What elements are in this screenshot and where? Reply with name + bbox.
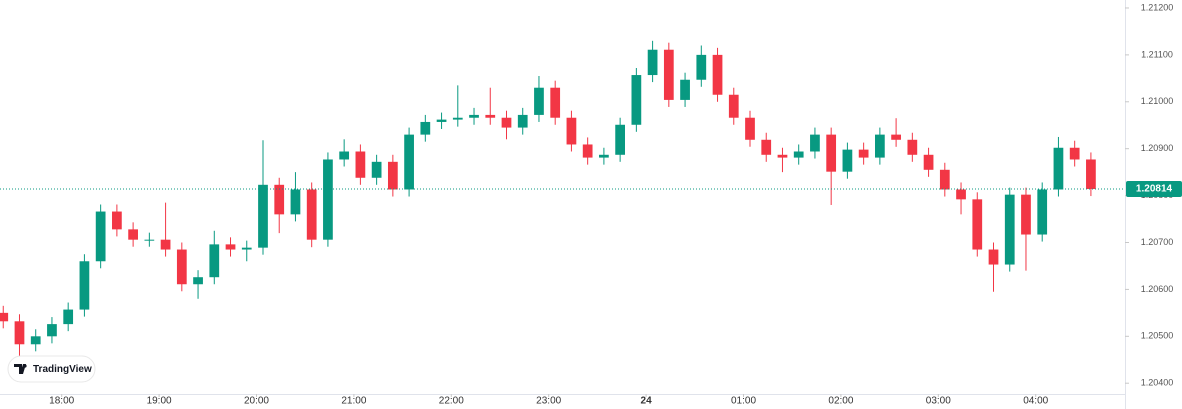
candle-body [875,134,885,158]
x-tick-label: 22:00 [439,396,464,407]
logo-icon [14,364,26,374]
candle-body [647,49,658,76]
y-tick-label: 1.20900 [1141,143,1174,153]
x-tick-label: 18:00 [49,396,74,407]
candle-body [680,79,690,100]
x-tick-label: 02:00 [828,396,853,407]
candle-body [696,54,707,80]
candle-body [209,244,220,278]
x-tick-label: 01:00 [731,396,756,407]
candle-body [582,144,593,158]
y-tick-label: 1.20600 [1141,284,1174,294]
candle-body [534,87,544,115]
candle-body [274,184,285,215]
y-tick-label: 1.21200 [1141,2,1174,12]
candle-body [1021,194,1031,235]
candle-body [826,134,837,172]
candle-body [631,75,642,125]
candle-body [907,139,918,155]
y-tick-label: 1.20500 [1141,331,1174,341]
candle-body [0,312,9,322]
candle-body [306,189,317,240]
candle-body [728,94,739,118]
candle-body [469,114,479,118]
x-tick-label: 03:00 [926,396,951,407]
candle-body [1069,147,1080,160]
candle-body [128,229,138,240]
logo-badge[interactable] [7,355,96,383]
candle-body [550,87,561,118]
candle-body [144,239,155,241]
last-price-label: 1.20814 [1136,184,1173,195]
y-tick-label: 1.20400 [1141,378,1174,388]
candle-body [566,117,577,145]
candle-body [355,151,366,178]
x-tick-label: 21:00 [341,396,366,407]
candle-body [404,134,414,190]
candle-body [956,189,966,200]
candle-body [193,277,203,285]
candle-body [939,169,950,190]
candle-body [176,249,187,285]
logo-dot [23,364,27,368]
candle-body [420,121,431,135]
y-tick-label: 1.20700 [1141,237,1174,247]
x-tick-label: 04:00 [1023,396,1048,407]
y-tick-label: 1.21000 [1141,96,1174,106]
candle-body [436,119,447,122]
candle-body [745,117,755,140]
candle-body [663,49,674,100]
candle-body [485,114,496,118]
candle-body [972,199,983,250]
candle-body [793,151,804,158]
candle-body [1086,159,1096,190]
candle-body [387,161,398,190]
candle-body [290,189,301,215]
candle-body [599,154,609,158]
candle-body [225,244,236,250]
candle-body [452,117,463,120]
candle-body [30,336,41,345]
candle-body [63,309,74,325]
candle-body [371,161,382,178]
candle-body [14,321,25,345]
candle-body [1053,147,1064,190]
candle-body [339,151,350,160]
x-tick-label: 24 [641,396,653,407]
candle-body [810,134,820,152]
candle-body [323,159,333,240]
x-tick-label: 19:00 [147,396,172,407]
logo[interactable]: TradingView [7,355,96,383]
candle-body [79,261,90,310]
candle-body [517,114,528,128]
x-tick-label: 20:00 [244,396,269,407]
candle-body [891,134,901,140]
candle-body [761,139,772,155]
candle-body [712,54,723,95]
candle-body [777,154,788,158]
candle-body [241,247,252,250]
candle-body [95,211,106,262]
candle-body [842,149,853,172]
logo-text: TradingView [33,364,92,375]
candle-body [160,239,171,250]
candle-body [1004,194,1015,265]
candle-body [858,149,869,158]
x-tick-label: 23:00 [536,396,561,407]
candle-body [615,124,625,155]
candle-body [988,249,999,265]
candle-body [112,211,122,230]
y-tick-label: 1.21100 [1141,49,1173,59]
candle-body [501,117,512,128]
candle-body [47,324,57,337]
candle-body [1037,189,1048,235]
last-price-badge [1126,181,1182,198]
candle-body [923,154,934,170]
candle-body [258,184,268,248]
